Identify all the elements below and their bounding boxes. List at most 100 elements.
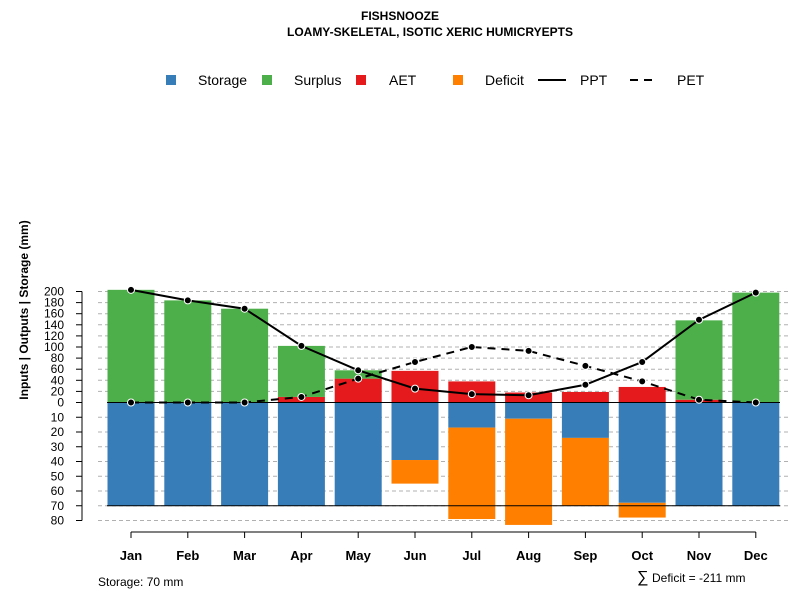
x-tick-label: Mar — [233, 548, 256, 563]
pet-point — [183, 398, 192, 407]
pet-point — [524, 346, 533, 355]
ppt-point — [354, 366, 363, 375]
y-tick-label: 0 — [57, 396, 64, 410]
y-tick-label: 70 — [51, 499, 65, 513]
y-tick-label: 40 — [51, 455, 65, 469]
ppt-point — [127, 285, 135, 294]
x-tick-label: Sep — [573, 548, 597, 563]
ppt-point — [467, 390, 476, 399]
ppt-line — [130, 288, 757, 397]
pet-point — [751, 398, 760, 407]
bar-aet-sep — [561, 391, 609, 403]
ppt-point — [183, 296, 192, 305]
ppt-point — [240, 304, 249, 313]
pet-point — [354, 374, 363, 383]
bar-surplus-apr — [277, 345, 325, 397]
pet-point — [638, 377, 647, 386]
bar-storage-may — [334, 402, 382, 506]
y-tick-label: 10 — [51, 410, 65, 424]
y-tick-label: 80 — [51, 351, 65, 365]
ppt-point — [581, 380, 590, 389]
bar-deficit-jul — [448, 427, 496, 520]
bar-storage-nov — [675, 402, 723, 506]
bar-aet-oct — [618, 386, 666, 403]
y-tick-label: 140 — [44, 318, 64, 332]
y-tick-label: 30 — [51, 440, 65, 454]
pet-point — [297, 392, 306, 401]
gridlines — [98, 291, 790, 521]
sum-symbol: ∑ — [637, 569, 648, 586]
y-tick-label: 200 — [44, 285, 64, 299]
y-tick-label: 20 — [51, 425, 65, 439]
ppt-point — [524, 391, 533, 400]
x-tick-label: Jun — [403, 548, 426, 563]
legend-label-aet: AET — [389, 72, 417, 88]
ppt-point — [411, 384, 419, 393]
x-tick-label: Nov — [687, 548, 712, 563]
x-tick-label: Dec — [744, 548, 768, 563]
ppt-point — [638, 357, 647, 366]
bar-deficit-aug — [505, 418, 553, 525]
x-tick-label: Aug — [516, 548, 541, 563]
bar-surplus-nov — [675, 320, 723, 400]
y-tick-label: 60 — [51, 362, 65, 376]
x-tick-label: Jan — [120, 548, 142, 563]
y-tick-label: 180 — [44, 296, 64, 310]
bar-storage-sep — [561, 402, 609, 438]
y-axis-label: Inputs | Outputs | Storage (mm) — [17, 220, 31, 399]
ppt-point — [751, 288, 760, 297]
legend-label-surplus: Surplus — [294, 72, 341, 88]
bar-storage-apr — [277, 402, 325, 506]
y-tick-label: 50 — [51, 469, 65, 483]
y-tick-label: 100 — [44, 340, 64, 354]
legend-label-pet: PET — [677, 72, 705, 88]
legend-swatch-aet — [356, 75, 366, 85]
pet-point — [581, 361, 590, 370]
bar-storage-jan — [107, 402, 155, 506]
y-tick-label: 120 — [44, 329, 64, 343]
bar-storage-oct — [618, 402, 666, 503]
bar-storage-mar — [221, 402, 269, 506]
legend-label-storage: Storage — [198, 72, 247, 88]
bar-storage-jul — [448, 402, 496, 428]
pet-point — [411, 357, 419, 366]
y-tick-label: 160 — [44, 307, 64, 321]
bar-deficit-oct — [618, 502, 666, 518]
x-tick-label: May — [346, 548, 372, 563]
bar-storage-jun — [391, 402, 439, 461]
pet-point — [127, 398, 135, 407]
y-tick-label: 80 — [51, 514, 65, 528]
deficit-note: Deficit = -211 mm — [652, 571, 745, 585]
legend-swatch-surplus — [262, 75, 272, 85]
storage-note: Storage: 70 mm — [98, 575, 183, 589]
pet-point — [695, 395, 703, 404]
pet-line — [131, 345, 756, 404]
bar-surplus-jan — [107, 289, 155, 403]
legend-label-deficit: Deficit — [485, 72, 524, 88]
x-tick-label: Jul — [462, 548, 481, 563]
bar-storage-feb — [164, 402, 212, 506]
legend-swatch-deficit — [453, 75, 463, 85]
bar-surplus-mar — [221, 308, 269, 403]
x-tick-label: Feb — [176, 548, 199, 563]
ppt-point — [297, 341, 306, 350]
bar-aet-may — [334, 378, 382, 403]
y-tick-label: 60 — [51, 484, 65, 498]
axes: 0204060801001201401601802001020304050607… — [44, 285, 780, 563]
bar-surplus-feb — [164, 300, 212, 403]
bar-deficit-jun — [391, 460, 439, 484]
chart-subtitle: LOAMY-SKELETAL, ISOTIC XERIC HUMICRYEPTS — [287, 25, 573, 39]
legend-swatch-storage — [166, 75, 176, 85]
bar-surplus-may — [334, 370, 382, 379]
x-tick-label: Oct — [631, 548, 653, 563]
chart-title: FISHSNOOZE — [361, 9, 439, 23]
x-tick-label: Apr — [290, 548, 312, 563]
bar-storage-aug — [505, 402, 553, 419]
series-lines — [127, 285, 760, 407]
pet-point — [467, 343, 476, 351]
y-tick-label: 40 — [51, 373, 65, 387]
ppt-point — [695, 315, 703, 324]
bar-storage-dec — [732, 402, 780, 506]
y-tick-label: 20 — [51, 384, 65, 398]
